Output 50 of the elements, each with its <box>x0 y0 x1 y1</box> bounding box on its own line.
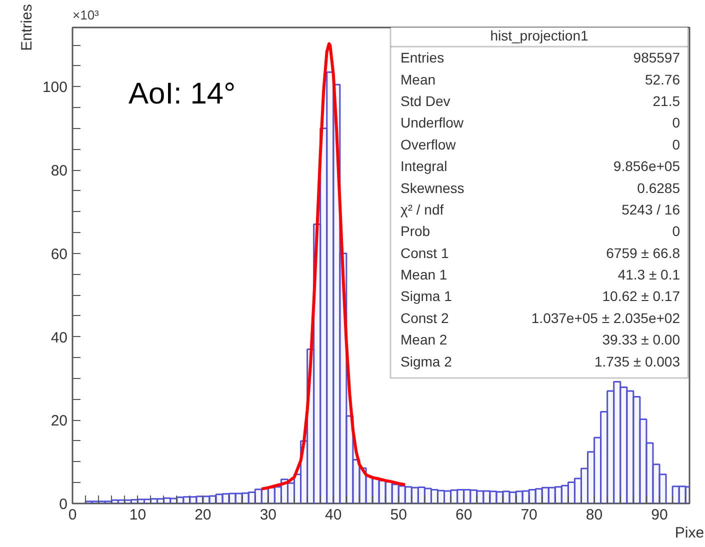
annotation: 39.33 ± 0.00 <box>602 332 680 348</box>
y-tick-label: 80 <box>50 162 68 180</box>
annotation: 0.6285 <box>637 180 680 196</box>
annotation: Sigma 2 <box>400 353 452 370</box>
annotation: Mean 2 <box>400 332 448 348</box>
annotation: AoI: 14° <box>128 77 236 110</box>
y-tick-label: 60 <box>50 246 68 263</box>
x-tick-label: 80 <box>586 506 603 524</box>
annotation: Underflow <box>400 114 464 131</box>
annotation: Integral <box>400 158 448 174</box>
y-tick-label: 20 <box>50 412 68 430</box>
annotation: 5243 / 16 <box>622 201 680 218</box>
x-tick-label: 70 <box>520 506 538 524</box>
annotation: 1.735 ± 0.003 <box>594 353 680 370</box>
annotation: Prob <box>400 223 430 240</box>
x-axis-title: Pixe <box>674 524 704 542</box>
annotation: Skewness <box>400 180 464 196</box>
annotation: Const 1 <box>400 244 449 261</box>
annotation: 1.037e+05 ± 2.035e+02 <box>531 310 680 326</box>
annotation: Mean <box>400 71 436 88</box>
annotation: Sigma 1 <box>400 288 452 304</box>
annotation: Std Dev <box>400 93 450 110</box>
x-tick-label: 50 <box>390 506 407 524</box>
x-tick-label: 90 <box>651 506 668 524</box>
annotation: 41.3 ± 0.1 <box>618 266 680 283</box>
annotation: 52.76 <box>644 71 680 88</box>
annotation: χ² / ndf <box>400 201 444 218</box>
annotation: Const 2 <box>400 310 449 326</box>
annotation: 10.62 ± 0.17 <box>602 288 680 304</box>
annotation: 0 <box>672 223 680 240</box>
x-tick-label: 40 <box>325 506 342 524</box>
y-tick-label: 100 <box>42 79 68 96</box>
text: ×10³ <box>72 8 100 22</box>
x-tick-label: 10 <box>129 506 146 524</box>
annotation: Overflow <box>400 136 457 152</box>
annotation: hist_projection1 <box>490 28 588 44</box>
annotation: 9.856e+05 <box>613 158 680 174</box>
annotation: 0 <box>672 136 680 152</box>
x-tick-label: 30 <box>260 506 277 524</box>
x-tick-label: 60 <box>455 506 472 524</box>
y-axis-title: Entries <box>18 4 36 51</box>
annotation: 0 <box>672 114 680 131</box>
y-tick-label: 40 <box>50 329 68 346</box>
annotation: 985597 <box>633 50 680 66</box>
annotation: Mean 1 <box>400 266 448 283</box>
y-tick-label: 0 <box>59 496 68 513</box>
annotation: 21.5 <box>652 93 680 110</box>
annotation: Entries <box>400 50 444 66</box>
annotation: 6759 ± 66.8 <box>606 244 680 261</box>
x-tick-label: 20 <box>194 506 212 524</box>
